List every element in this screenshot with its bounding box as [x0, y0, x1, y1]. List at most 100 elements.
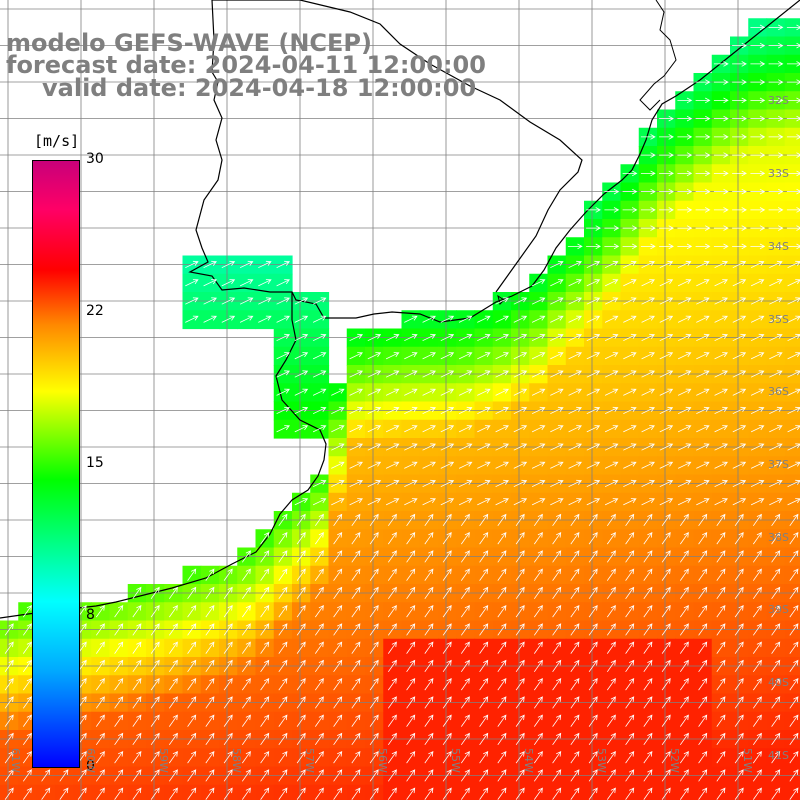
- wind-arrow: [677, 134, 693, 140]
- wind-cell: [766, 346, 786, 366]
- wind-cell: [675, 310, 695, 330]
- wind-cell: [346, 638, 366, 658]
- wind-cell: [310, 529, 330, 549]
- wind-arrow: [351, 623, 361, 636]
- wind-arrow: [422, 479, 436, 488]
- wind-arrow: [294, 315, 309, 323]
- wind-arrow: [714, 260, 728, 269]
- wind-arrow: [241, 568, 251, 581]
- wind-arrow: [479, 732, 489, 746]
- wind-arrow: [349, 406, 363, 415]
- wind-cell: [766, 730, 786, 749]
- wind-arrow: [333, 550, 343, 563]
- wind-cell: [237, 620, 257, 640]
- wind-arrow: [406, 659, 416, 673]
- wind-arrow: [422, 425, 436, 433]
- lon-label: 57W: [303, 748, 316, 773]
- wind-arrow: [786, 97, 800, 104]
- wind-arrow: [77, 787, 87, 800]
- wind-arrow: [223, 605, 233, 618]
- wind-arrow: [606, 550, 616, 563]
- wind-cell: [766, 419, 786, 439]
- wind-arrow: [732, 225, 747, 231]
- wind-arrow: [331, 406, 345, 415]
- wind-cell: [273, 565, 293, 585]
- lat-label: 41S: [768, 749, 789, 762]
- wind-cell: [711, 584, 731, 603]
- wind-cell: [584, 346, 603, 366]
- wind-arrow: [533, 678, 543, 691]
- wind-cell: [492, 565, 512, 585]
- wind-arrow: [734, 641, 744, 654]
- wind-cell: [365, 784, 384, 800]
- wind-arrow: [641, 479, 655, 488]
- wind-arrow: [661, 641, 671, 654]
- wind-arrow: [787, 333, 800, 342]
- wind-arrow: [260, 696, 270, 709]
- wind-cell: [730, 419, 749, 439]
- wind-cell: [328, 784, 348, 800]
- wind-arrow: [786, 61, 800, 67]
- wind-arrow: [659, 425, 674, 433]
- wind-cell: [675, 657, 695, 676]
- wind-arrow: [734, 605, 744, 618]
- wind-arrow: [716, 568, 726, 581]
- wind-arrow: [606, 623, 616, 636]
- wind-cell: [383, 584, 403, 603]
- wind-cell: [638, 784, 658, 800]
- wind-arrow: [570, 751, 580, 764]
- wind-arrow: [239, 297, 254, 305]
- wind-arrow: [586, 279, 601, 287]
- wind-cell: [401, 784, 421, 800]
- wind-cell: [492, 730, 512, 749]
- wind-arrow: [732, 406, 747, 415]
- wind-arrow: [716, 605, 726, 618]
- wind-cell: [292, 492, 311, 512]
- wind-arrow: [550, 315, 564, 323]
- wind-cell: [602, 693, 622, 713]
- wind-cell: [328, 693, 348, 713]
- wind-cell: [310, 492, 330, 512]
- wind-arrow: [533, 751, 543, 764]
- wind-cell: [748, 529, 768, 549]
- wind-cell: [310, 310, 330, 330]
- wind-arrow: [477, 315, 491, 323]
- wind-arrow: [77, 769, 87, 782]
- wind-cell: [255, 693, 275, 713]
- wind-cell: [748, 511, 768, 530]
- wind-cell: [565, 730, 585, 749]
- wind-cell: [565, 565, 585, 585]
- wind-arrow: [294, 498, 309, 506]
- wind-arrow: [513, 498, 528, 506]
- wind-arrow: [695, 170, 711, 177]
- wind-arrow: [661, 787, 671, 800]
- wind-cell: [492, 346, 512, 366]
- wind-cell: [620, 784, 640, 800]
- wind-arrow: [150, 623, 160, 636]
- wind-cell: [237, 638, 257, 658]
- wind-cell: [0, 620, 19, 640]
- wind-cell: [693, 310, 713, 330]
- wind-cell: [456, 547, 476, 567]
- wind-arrow: [314, 678, 324, 691]
- wind-arrow: [385, 443, 400, 451]
- wind-arrow: [442, 641, 452, 654]
- wind-arrow: [387, 532, 397, 545]
- wind-arrow: [351, 605, 361, 618]
- wind-arrow: [95, 732, 105, 746]
- wind-cell: [273, 675, 293, 695]
- wind-arrow: [513, 479, 528, 488]
- wind-cell: [547, 620, 567, 640]
- wind-cell: [346, 620, 366, 640]
- wind-arrow: [531, 297, 546, 305]
- wind-cell: [419, 711, 439, 731]
- wind-arrow: [95, 751, 105, 764]
- wind-arrow: [367, 406, 382, 415]
- wind-cell: [346, 565, 366, 585]
- wind-cell: [182, 310, 202, 330]
- wind-arrow: [187, 787, 197, 800]
- wind-cell: [474, 346, 494, 366]
- wind-arrow: [588, 568, 598, 581]
- wind-cell: [273, 584, 293, 603]
- wind-arrow: [4, 641, 14, 654]
